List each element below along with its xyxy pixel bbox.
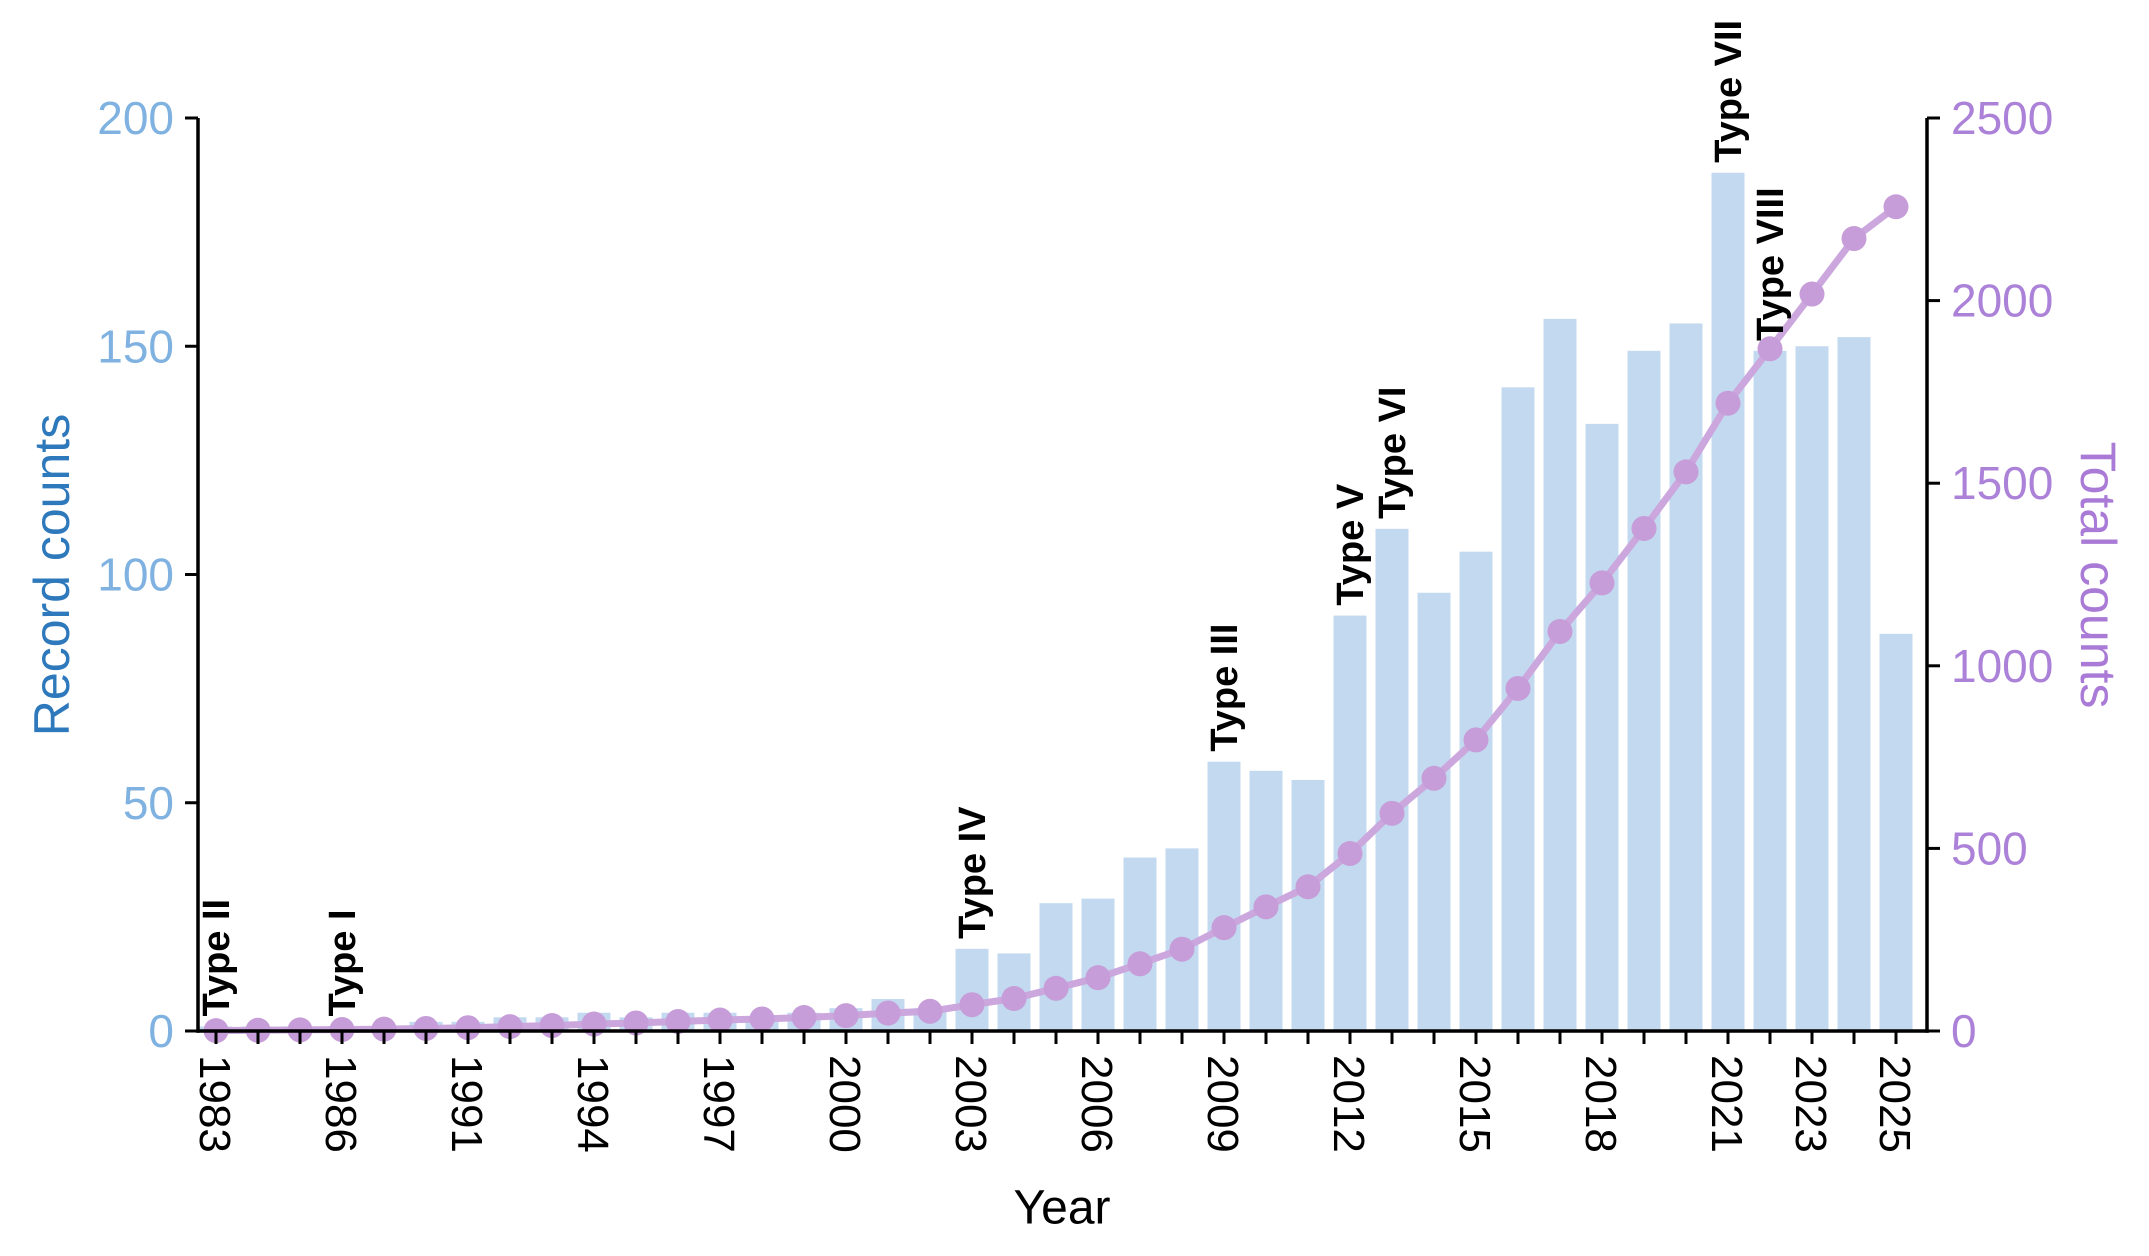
line-marker	[707, 1007, 733, 1033]
line-marker	[1253, 894, 1279, 920]
left-axis-title: Record counts	[24, 413, 80, 737]
line-marker	[413, 1015, 439, 1041]
x-tick-label: 2006	[1072, 1055, 1121, 1153]
bar	[1291, 779, 1325, 1031]
x-tick-label: 1983	[190, 1055, 239, 1153]
bar	[1753, 350, 1787, 1031]
x-tick-label: 1997	[694, 1055, 743, 1153]
x-tick-label: 1991	[442, 1055, 491, 1153]
bar	[1879, 633, 1913, 1031]
line-marker	[791, 1004, 817, 1030]
left-tick-label: 150	[97, 320, 174, 372]
bar	[1627, 350, 1661, 1031]
line-marker	[497, 1014, 523, 1040]
bar	[1795, 346, 1829, 1031]
line-marker	[1127, 951, 1153, 977]
bar	[1123, 857, 1157, 1031]
line-marker	[1505, 675, 1531, 701]
line-marker	[1001, 985, 1027, 1011]
line-marker	[1631, 515, 1657, 541]
right-tick-label: 500	[1951, 822, 2028, 874]
x-tick-label: 1986	[316, 1055, 365, 1153]
line-marker	[1757, 336, 1783, 362]
bar	[1501, 387, 1535, 1032]
bar	[1081, 898, 1115, 1031]
annotation-label: Type VIII	[1750, 187, 1792, 340]
right-tick-label: 1000	[1951, 640, 2053, 692]
x-tick-label: 2015	[1450, 1055, 1499, 1153]
bar	[1837, 337, 1871, 1031]
x-tick-label: 1994	[568, 1055, 617, 1153]
line-marker	[1589, 570, 1615, 596]
line-marker	[1295, 874, 1321, 900]
x-tick-label: 2000	[820, 1055, 869, 1153]
line-marker	[1673, 459, 1699, 485]
x-tick-label: 2021	[1702, 1055, 1751, 1153]
left-tick-label: 200	[97, 92, 174, 144]
right-tick-label: 1500	[1951, 457, 2053, 509]
line-marker	[1379, 800, 1405, 826]
line-marker	[1799, 281, 1825, 307]
bar	[1459, 551, 1493, 1031]
line-marker	[1547, 618, 1573, 644]
x-axis-title: Year	[1013, 1181, 1111, 1235]
annotation-label: Type VI	[1372, 387, 1414, 519]
x-tick-label: 2018	[1576, 1055, 1625, 1153]
annotation-label: Type III	[1204, 624, 1246, 752]
line-marker	[875, 1000, 901, 1026]
line-marker	[1337, 841, 1363, 867]
line-marker	[1085, 965, 1111, 991]
line-marker	[623, 1010, 649, 1036]
annotation-label: Type VII	[1708, 20, 1750, 163]
line-marker	[1043, 975, 1069, 1001]
line-marker	[833, 1003, 859, 1029]
right-tick-label: 2500	[1951, 92, 2053, 144]
annotation-label: Type II	[196, 899, 238, 1017]
line-marker	[1463, 727, 1489, 753]
bar	[1711, 172, 1745, 1031]
line-marker	[1883, 194, 1909, 220]
right-tick-label: 2000	[1951, 275, 2053, 327]
x-tick-label: 2012	[1324, 1055, 1373, 1153]
line-marker	[1169, 936, 1195, 962]
line-marker	[455, 1015, 481, 1041]
bar	[1207, 761, 1241, 1031]
bar	[1375, 528, 1409, 1031]
line-marker	[665, 1009, 691, 1035]
x-tick-label: 2025	[1870, 1055, 1919, 1153]
right-tick-label: 0	[1951, 1005, 1977, 1057]
right-axis-title: Total counts	[2070, 441, 2126, 709]
bar	[1333, 615, 1367, 1031]
bar	[1543, 318, 1577, 1031]
x-tick-label: 2003	[946, 1055, 995, 1153]
line-marker	[371, 1016, 397, 1042]
annotation-label: Type I	[322, 909, 364, 1016]
bar	[1669, 323, 1703, 1031]
line-marker	[917, 998, 943, 1024]
line-marker	[1211, 915, 1237, 941]
bar	[1417, 592, 1451, 1031]
bar	[1585, 423, 1619, 1032]
line-marker	[1421, 765, 1447, 791]
x-tick-label: 2009	[1198, 1055, 1247, 1153]
line-marker	[749, 1006, 775, 1032]
left-tick-label: 0	[148, 1005, 174, 1057]
line-marker	[959, 992, 985, 1018]
left-tick-label: 50	[123, 777, 174, 829]
annotation-label: Type V	[1330, 483, 1372, 605]
left-tick-label: 100	[97, 549, 174, 601]
line-marker	[1841, 226, 1867, 252]
annotation-label: Type IV	[952, 806, 994, 939]
bar	[1039, 903, 1073, 1031]
bar	[955, 948, 989, 1031]
x-tick-label: 2023	[1786, 1055, 1835, 1153]
line-marker	[1715, 390, 1741, 416]
